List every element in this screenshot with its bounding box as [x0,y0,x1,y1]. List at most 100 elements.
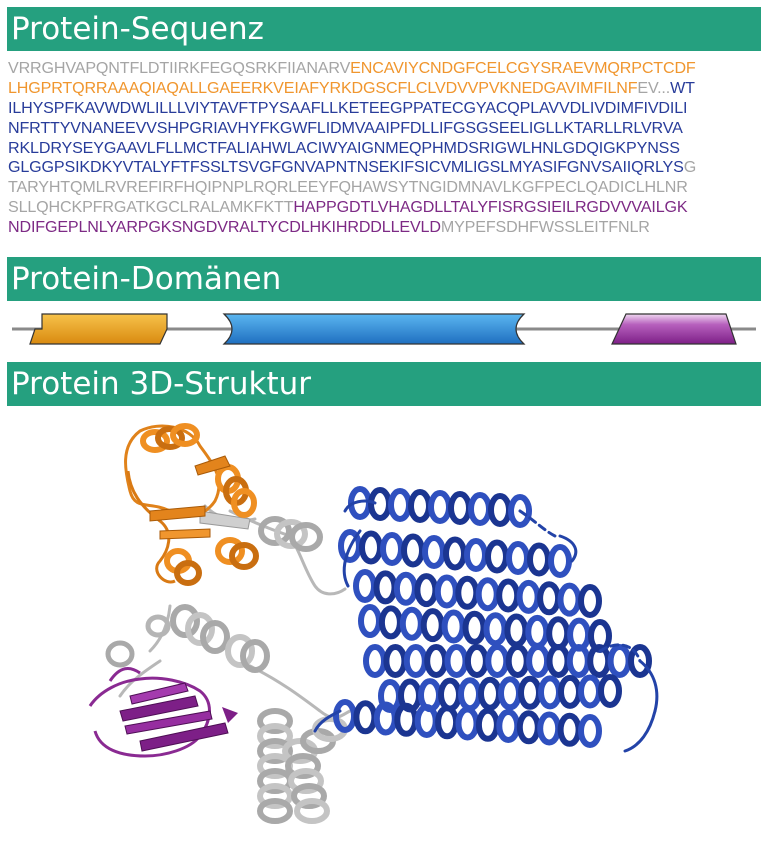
sequence-line: LHGPRTQRRAAAQIAQALLGAEERKVEIAFYRKDGSCFLC… [8,79,760,99]
blue-helix-turn [399,606,424,641]
domain-blue [222,313,526,345]
blue-helix-turn [448,491,472,525]
blue-helix-turn [428,490,452,524]
blue-helix-turn [401,533,425,568]
sequence-line: NDIFGEPLNLYARPGKSNGDVRALTYCDLHKIHRDDLLEV… [8,218,760,238]
blue-helix-turn [557,582,582,617]
blue-helix-turn [441,609,466,644]
blue-helix-turn [537,581,562,616]
sequence-segment-purple: HAPPGDTLVHAGDLLTALYFISRGSIEILRGDVVVAILGK [293,198,688,217]
blue-helix-turn [383,644,408,678]
blue-helix-turn [485,644,510,678]
blue-helix-turn [475,707,500,742]
domain-diagram [12,313,756,345]
blue-helix-turn [380,532,404,566]
protein-sequence: VRRGHVAPQNTFLDTIIRKFEGQSRKFIIANARVENCAVI… [8,59,760,238]
sequence-segment-orange: ENCAVIYCNDGFCELCGYSRAEVMQRPCTCDF [350,59,696,77]
blue-helix-turn [607,644,632,678]
blue-helix-turn [538,675,562,710]
blue-helix-turn [548,544,572,578]
blue-helix-turn [526,644,551,678]
blue-helix-turn [455,706,480,741]
sequence-segment-blue: WT [670,78,695,97]
blue-helix-turn [422,535,446,569]
sequence-segment-none: G [683,158,697,177]
gray-helix-top [199,510,323,552]
blue-helix-turn [518,675,542,710]
blue-helix-turn [578,674,602,709]
sequence-line: TARYHTQMLRVREFIRFHQIPNPLRQRLEEYFQHAWSYTN… [8,178,760,198]
blue-helix-turn [558,674,582,709]
blue-loops [313,499,659,753]
sequence-line: SLLQHCKPFRGATKGCLRALAMKFKTTHAPPGDTLVHAGD… [8,198,760,218]
blue-helix-turn [628,644,652,678]
blue-helix-turn [488,493,512,527]
blue-helix-turn [485,539,509,574]
blue-helix-turn [353,700,378,735]
blue-helix-turn [598,674,622,708]
blue-helix-turn [359,530,383,565]
blue-helix-turn [455,575,480,610]
sequence-segment-blue: NFRTTYVNANEEVVSHPGRIAVHYFKGWFLIDMVAAIPFD… [8,118,683,137]
sequence-section-title: Protein-Sequenz [7,7,761,51]
blue-helix-turn [468,492,492,526]
blue-helix-turn [546,616,571,651]
sequence-line: VRRGHVAPQNTFLDTIIRKFEGQSRKFIIANARVENCAVI… [8,59,760,79]
sequence-segment-none: MYPEFSDHFWSSLEITFNLR [440,218,650,237]
blue-helix-turn [546,644,571,678]
blue-helix-turn [435,705,460,740]
blue-helix-turn [363,644,387,678]
sequence-segment-blue: ILHYSPFKAVWDWLILLLVIYTAVFTPYSAAFLLKETEEG… [8,98,688,117]
purple-domain-structure [88,667,238,758]
sequence-segment-blue: GLGGPSIKDKYVTALYFTFSSLTSVGFGNVAPNTNSEKIF… [8,158,684,177]
blue-helix-turn [408,489,432,523]
blue-helix-turn [504,613,529,648]
domain-purple [611,313,737,345]
sequence-line: RKLDRYSEYGAAVLFLLMCTFALIAHWLACIWYAIGNMEQ… [8,139,760,159]
sequence-segment-blue: RKLDRYSEYGAAVLFLLMCTFALIAHWLACIWYAIGNMEQ… [8,138,680,157]
blue-helix-turn [496,578,521,613]
blue-helix-turn [393,571,418,606]
sequence-segment-purple: NDIFGEPLNLYARPGKSNGDVRALTYCDLHKIHRDDLLEV… [8,218,441,237]
blue-helix-turn [458,677,482,712]
blue-helix-turn [498,676,522,711]
blue-helix-turn [424,644,449,678]
protein-3d-structure [88,423,659,824]
blue-helix-turn [478,676,502,711]
blue-helix-turn [516,710,541,745]
domain-orange [29,313,168,345]
sequence-line: NFRTTYVNANEEVVSHPGRIAVHYFKGWFLIDMVAAIPFD… [8,119,760,139]
blue-helix-turn [444,644,469,678]
blue-helix-turn [483,612,508,647]
blue-helix-turn [527,542,551,577]
domains-section-title: Protein-Domänen [7,257,761,301]
blue-helix-turn [537,711,562,746]
blue-helix-turn [414,573,439,608]
sequence-segment-none: EV... [637,78,671,97]
blue-helix-turn [462,610,487,645]
blue-helix-turn [506,541,530,575]
sequence-segment-orange: LHGPRTQRRAAAQIAQALLGAEERKVEIAFYRKDGSCFLC… [8,78,638,97]
blue-helix-turn [578,714,602,748]
blue-helix-turn [475,577,500,612]
blue-helix-turn [516,579,541,614]
gray-helix-middle [105,604,270,673]
blue-helix-turn [557,712,582,747]
sequence-line: GLGGPSIKDKYVTALYFTFSSLTSVGFGNVAPNTNSEKIF… [8,158,760,178]
blue-helix-turn [443,536,467,571]
blue-helix-turn [353,569,377,603]
blue-helix-turn [578,584,602,618]
blue-helix-turn [378,605,403,640]
blue-helix-turn [373,570,398,605]
blue-helix-turn [388,488,412,522]
structure-section-title: Protein 3D-Struktur [7,362,761,406]
blue-helix-turn [438,677,462,712]
blue-helix-turn [434,574,459,609]
sequence-segment-none: TARYHTQMLRVREFIRFHQIPNPLRQRLEEYFQHAWSYTN… [8,178,688,197]
sequence-segment-none: VRRGHVAPQNTFLDTIIRKFEGQSRKFIIANARV [8,59,351,77]
blue-helix-turn [508,494,532,528]
blue-helix-turn [496,709,521,743]
blue-helix-turn [464,538,488,572]
blue-helix-turn [358,604,382,638]
orange-domain-structure [124,423,259,586]
